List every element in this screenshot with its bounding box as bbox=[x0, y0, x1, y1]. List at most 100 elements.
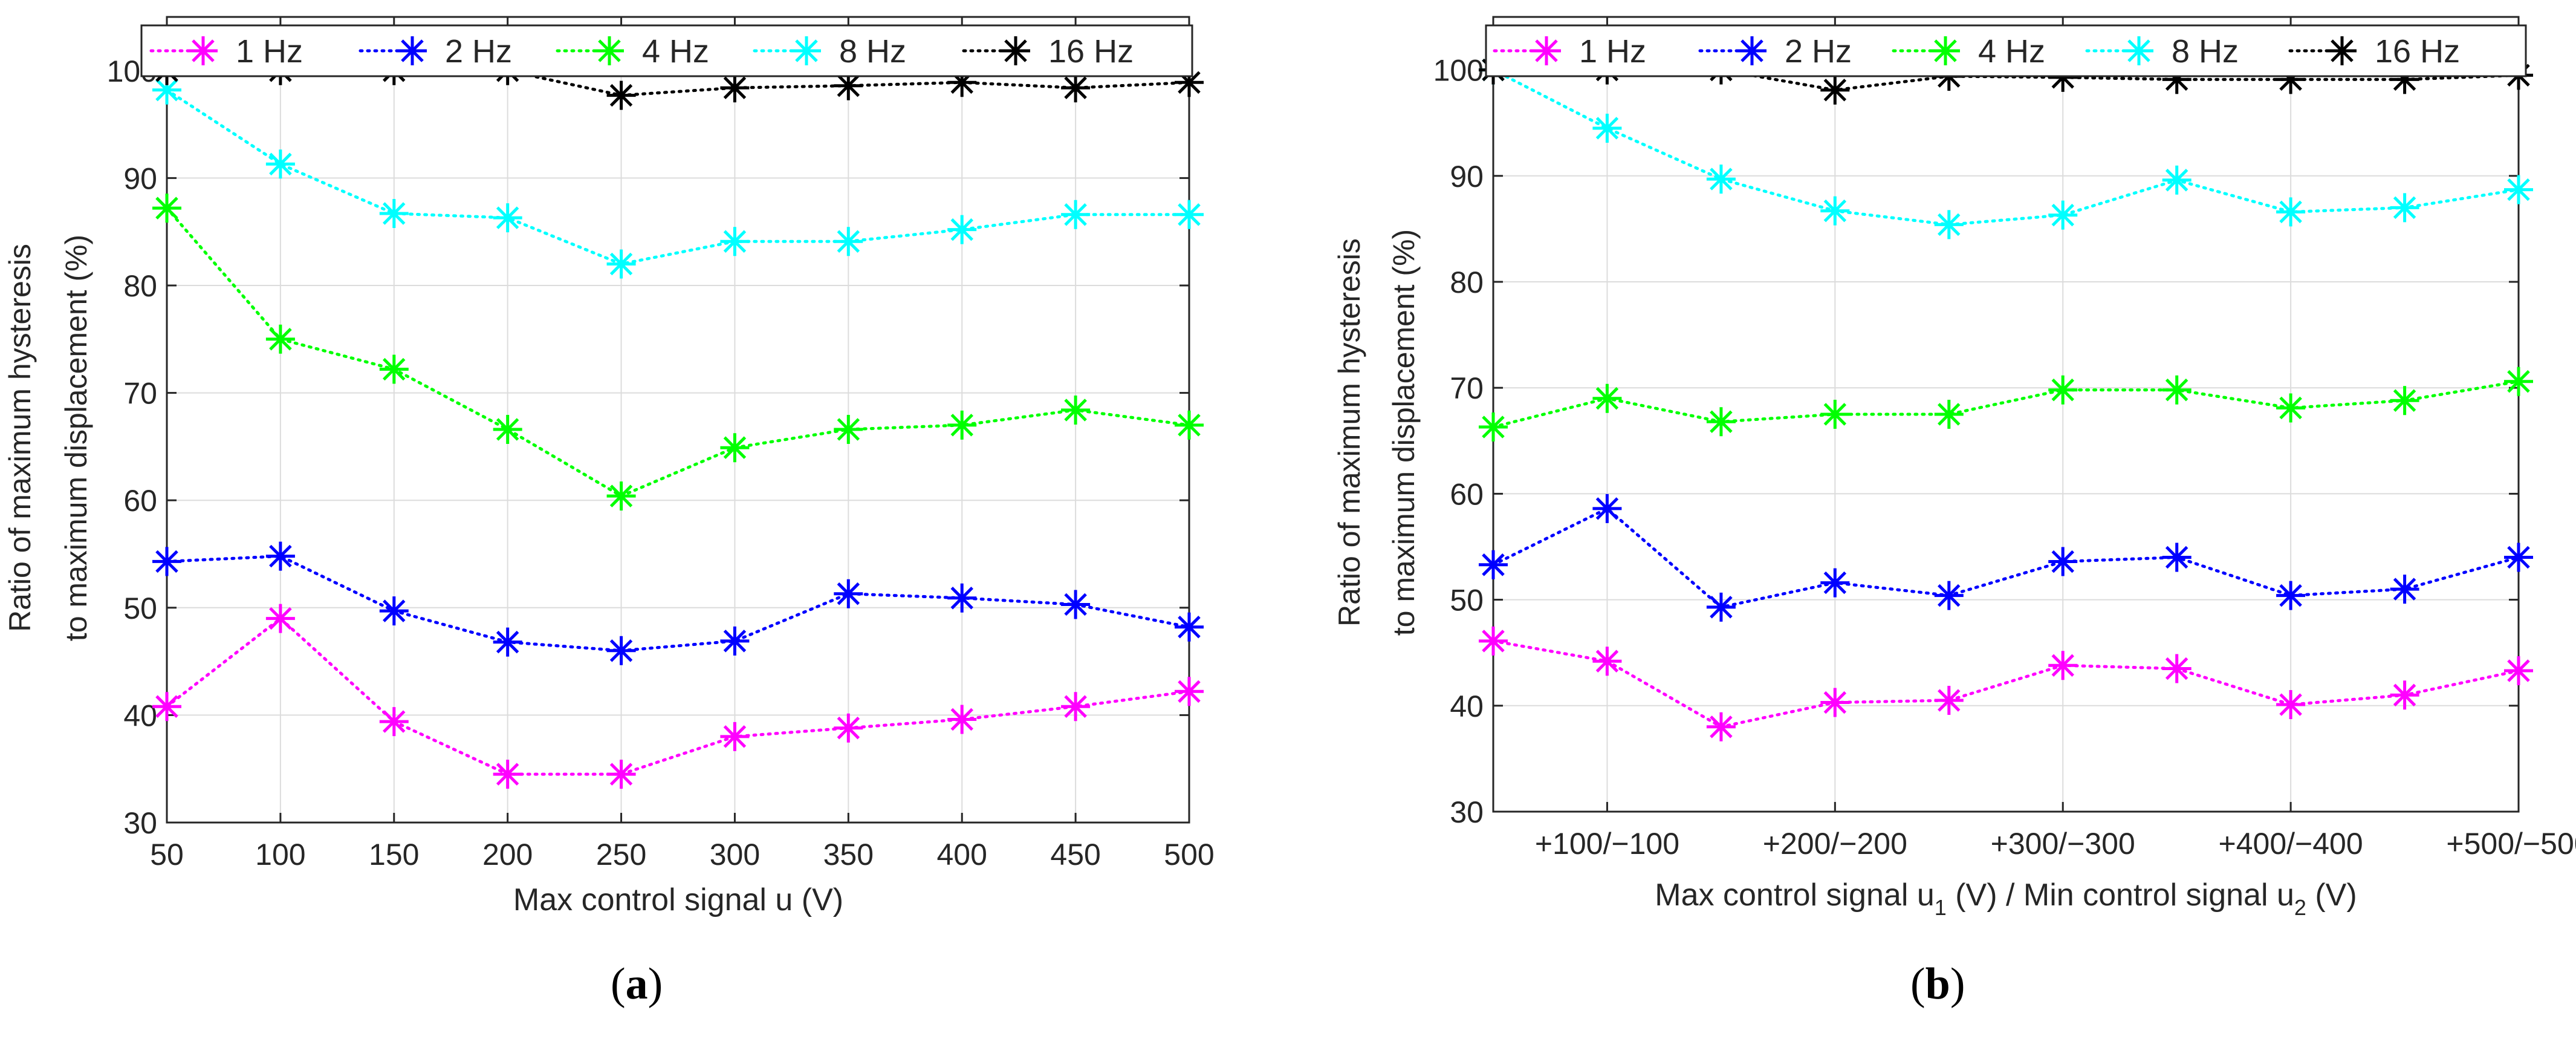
panel-b-data-point bbox=[1934, 400, 1964, 429]
panel-a-data-point bbox=[1061, 692, 1091, 722]
panel-b-data-point bbox=[2390, 680, 2419, 710]
panel-a-data-point bbox=[493, 627, 522, 657]
panel-b-y-tick-label: 40 bbox=[1450, 689, 1484, 723]
panel-b-legend-label: 16 Hz bbox=[2375, 33, 2460, 70]
panel-a-data-point bbox=[379, 199, 409, 228]
panel-a-data-point bbox=[834, 71, 863, 100]
panel-a-data-point bbox=[834, 227, 863, 256]
panel-a-data-point bbox=[493, 203, 522, 233]
panel-b-y-tick-label: 60 bbox=[1450, 477, 1484, 511]
panel-b-data-point bbox=[2162, 654, 2192, 683]
panel-b-data-point bbox=[2048, 375, 2078, 405]
panel-a-legend-label: 1 Hz bbox=[236, 33, 303, 70]
panel-b-y-axis-label: Ratio of maximum hysteresis bbox=[1332, 238, 1366, 627]
panel-a-series-line bbox=[165, 616, 1191, 776]
panel-a-x-tick-label: 200 bbox=[482, 838, 533, 872]
panel-b-y-tick-label: 80 bbox=[1450, 266, 1484, 299]
panel-a-data-point bbox=[379, 596, 409, 626]
panel-a-x-tick-label: 400 bbox=[937, 838, 987, 872]
panel-b-data-point bbox=[2048, 62, 2078, 92]
panel-a-series-8-hz bbox=[152, 75, 1204, 279]
panel-b-data-point bbox=[1706, 407, 1736, 437]
panel-b-data-point bbox=[1592, 383, 1622, 413]
panel-b-data-point bbox=[1479, 412, 1508, 442]
panel-b-series-4-hz bbox=[1479, 367, 2533, 442]
panel-b-data-point bbox=[1820, 196, 1850, 226]
panel-b-series-line bbox=[1491, 506, 2520, 609]
panel-b-data-point bbox=[2276, 65, 2306, 94]
panel-b-legend-item: 2 Hz bbox=[1698, 33, 1852, 70]
panel-a-legend-label: 8 Hz bbox=[839, 33, 906, 70]
panel-a-legend-item: 16 Hz bbox=[962, 33, 1134, 70]
panel-a-data-point bbox=[1061, 200, 1091, 229]
panel-b-data-point bbox=[2048, 651, 2078, 680]
panel-a-data-point bbox=[1175, 200, 1204, 229]
panel-b-data-point bbox=[1706, 712, 1736, 741]
panel-b-series-1-hz bbox=[1479, 626, 2533, 741]
panel-b-x-tick-label: +200/−200 bbox=[1763, 827, 1907, 861]
panel-a-data-point bbox=[152, 194, 181, 223]
panel-a-data-point bbox=[606, 481, 636, 511]
panel-a-x-axis-label: Max control signal u (V) bbox=[513, 882, 843, 917]
panel-b-data-point bbox=[1934, 210, 1964, 239]
panel-b-x-tick-label: +100/−100 bbox=[1535, 827, 1679, 861]
panel-a-legend-item: 4 Hz bbox=[556, 33, 709, 70]
panel-a-legend-label: 2 Hz bbox=[445, 33, 512, 70]
panel-a-y-tick-label: 60 bbox=[123, 484, 157, 518]
panel-a-legend-item: 1 Hz bbox=[149, 33, 303, 70]
panel-b-data-point bbox=[2276, 581, 2306, 610]
panel-a-x-tick-label: 300 bbox=[710, 838, 760, 872]
panel-a-y-axis-label: Ratio of maximum hysteresis bbox=[3, 244, 37, 632]
panel-b-legend-label: 4 Hz bbox=[1978, 33, 2045, 70]
panel-a-y-tick-label: 90 bbox=[123, 161, 157, 195]
panel-b-data-point bbox=[2276, 393, 2306, 423]
panel-b-legend-marker bbox=[1931, 36, 1960, 65]
panel-b-y-tick-label: 50 bbox=[1450, 584, 1484, 617]
panel-b-y-tick-label: 30 bbox=[1450, 795, 1484, 829]
panel-b-legend-item: 16 Hz bbox=[2288, 33, 2460, 70]
panel-b-y-axis-label: to maximum displacement (%) bbox=[1387, 229, 1421, 636]
panel-b-legend-item: 4 Hz bbox=[1892, 33, 2045, 70]
panel-a-data-point bbox=[834, 579, 863, 608]
panel-a-y-tick-label: 50 bbox=[123, 591, 157, 625]
panel-b-data-point bbox=[2048, 547, 2078, 576]
panel-a-legend-label: 16 Hz bbox=[1048, 33, 1134, 70]
panel-b-x-axis-label: Max control signal u1 (V) / Min control … bbox=[1655, 878, 2357, 920]
panel-a-data-point bbox=[265, 541, 295, 571]
panel-a-data-point bbox=[947, 705, 977, 734]
panel-label-a: (a) bbox=[611, 959, 663, 1009]
panel-b-data-point bbox=[1706, 592, 1736, 622]
panel-b-data-point bbox=[2390, 575, 2419, 604]
panel-b-data-point bbox=[1820, 568, 1850, 598]
panel-a-data-point bbox=[720, 227, 750, 256]
panel-a-legend-item: 2 Hz bbox=[358, 33, 512, 70]
panel-a-data-point bbox=[720, 626, 750, 656]
panel-a-data-point bbox=[1175, 677, 1204, 706]
panel-a-data-point bbox=[152, 547, 181, 576]
panel-b-plot-area bbox=[1493, 17, 2519, 812]
panel-a-x-tick-label: 250 bbox=[596, 838, 646, 872]
panel-a-data-point bbox=[720, 73, 750, 103]
panel-a-data-point bbox=[947, 215, 977, 244]
panel-b-legend-label: 8 Hz bbox=[2172, 33, 2239, 70]
panel-b-y-tick-label: 100 bbox=[1433, 54, 1484, 88]
panel-b-series-line bbox=[1491, 639, 2520, 729]
panel-a-legend: 1 Hz 2 Hz 4 Hz 8 Hz 16 Hz bbox=[140, 24, 1193, 77]
panel-a-data-point bbox=[1175, 68, 1204, 97]
panel-b-data-point bbox=[1820, 75, 1850, 105]
panel-a-series-2-hz bbox=[152, 541, 1204, 665]
panel-b-legend-label: 2 Hz bbox=[1785, 33, 1852, 70]
panel-a-y-tick-label: 80 bbox=[123, 269, 157, 303]
panel-b-data-point bbox=[2276, 197, 2306, 227]
panel-a-x-tick-label: 350 bbox=[823, 838, 874, 872]
panel-a-data-point bbox=[606, 636, 636, 665]
panel-a-legend-marker bbox=[189, 36, 218, 65]
panel-a-data-point bbox=[152, 692, 181, 722]
panel-b-legend-marker bbox=[1532, 36, 1561, 65]
panel-b-legend-item: 1 Hz bbox=[1493, 33, 1646, 70]
panel-a-data-point bbox=[152, 75, 181, 105]
panel-b-data-point bbox=[2276, 690, 2306, 719]
panel-a-data-point bbox=[379, 354, 409, 384]
panel-b-legend-box bbox=[1485, 24, 2527, 77]
panel-b-data-point bbox=[1479, 626, 1508, 656]
